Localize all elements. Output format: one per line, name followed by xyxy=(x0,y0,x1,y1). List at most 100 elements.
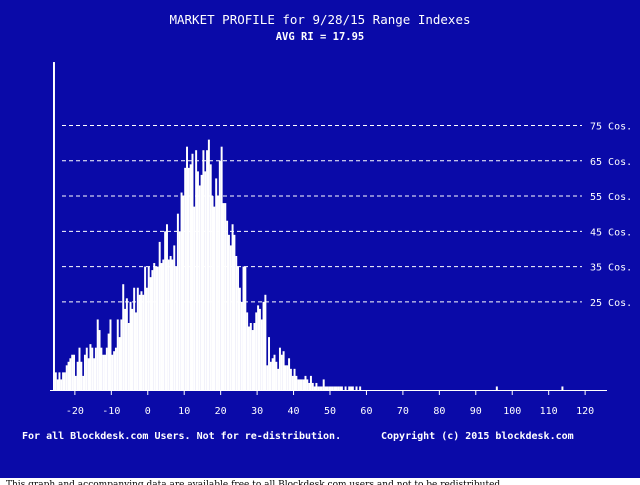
histogram-bar xyxy=(102,354,105,390)
histogram-bar xyxy=(306,379,309,390)
histogram-bar xyxy=(309,375,312,390)
histogram-bar xyxy=(184,167,187,390)
histogram-bar xyxy=(131,308,134,390)
histogram-bar xyxy=(222,203,225,390)
histogram-bar xyxy=(73,354,76,390)
histogram-bar xyxy=(58,372,61,390)
histogram-bar xyxy=(196,171,199,390)
histogram-bar xyxy=(251,330,254,390)
histogram-bar xyxy=(207,139,210,390)
histogram-bar xyxy=(286,365,289,390)
histogram-bar xyxy=(315,382,318,390)
histogram-bar xyxy=(266,365,269,390)
histogram-bar xyxy=(275,361,278,390)
histogram-bar xyxy=(175,266,178,390)
histogram-bar xyxy=(100,347,103,390)
x-axis xyxy=(50,390,607,395)
histogram-bar xyxy=(217,196,219,390)
histogram-bar xyxy=(125,298,128,390)
histogram-bar xyxy=(271,358,274,390)
x-tick-label: 90 xyxy=(470,406,482,417)
histogram-bar xyxy=(91,347,94,390)
histogram-bar xyxy=(339,386,342,390)
histogram-bar xyxy=(269,361,272,390)
histogram-bar xyxy=(93,358,96,390)
histogram-bar xyxy=(311,382,314,390)
histogram-bar xyxy=(255,312,258,390)
histogram-bar xyxy=(249,323,252,390)
histogram-bar xyxy=(264,294,267,390)
histogram-bar xyxy=(153,263,156,390)
histogram-bar xyxy=(180,192,183,390)
histogram-bar xyxy=(109,319,112,390)
histogram-bar xyxy=(348,386,351,390)
x-tick-label: 70 xyxy=(397,406,409,417)
histogram-bar xyxy=(71,354,74,390)
footer-copyright: Copyright (c) 2015 blockdesk.com xyxy=(381,431,574,442)
histogram-bar xyxy=(288,358,291,390)
histogram-bar xyxy=(74,375,77,390)
x-tick-label: 20 xyxy=(215,406,227,417)
y-tick-label: 25 Cos. xyxy=(590,298,632,309)
x-tick-label: 30 xyxy=(251,406,263,417)
footer-disclaimer: For all Blockdesk.com Users. Not for re-… xyxy=(22,431,342,442)
histogram-bar xyxy=(289,368,292,390)
histogram-bar xyxy=(149,277,152,390)
histogram-bar xyxy=(165,224,168,390)
histogram-bar xyxy=(268,337,271,390)
histogram-bar xyxy=(140,291,143,390)
histogram-bar xyxy=(162,259,165,390)
histogram-bar xyxy=(173,245,176,390)
histogram-bar xyxy=(326,386,329,390)
histogram-bar xyxy=(319,386,322,390)
histogram-bar xyxy=(105,347,108,390)
histogram-bar xyxy=(107,333,110,390)
histogram-bar xyxy=(293,368,296,390)
histogram-bar xyxy=(227,234,230,390)
histogram-bar xyxy=(116,319,119,390)
histogram-bar xyxy=(87,358,90,390)
histogram-bar xyxy=(124,308,127,390)
histogram-bar xyxy=(260,319,263,390)
histogram-bar xyxy=(206,150,209,390)
histogram-bar xyxy=(186,146,188,390)
histogram-bar xyxy=(120,319,123,390)
histogram-bar xyxy=(169,256,172,390)
histogram-bar xyxy=(213,206,216,390)
histogram-bar xyxy=(313,386,316,390)
x-tick-label: 100 xyxy=(503,406,521,417)
histogram-bar xyxy=(257,305,260,390)
histogram-bar xyxy=(247,326,250,390)
histogram-bar xyxy=(340,386,343,390)
histogram-bar xyxy=(89,344,92,390)
histogram-bar xyxy=(297,379,300,390)
histogram-bar xyxy=(351,386,354,390)
histogram-bar xyxy=(324,386,327,390)
histogram-bar xyxy=(191,153,194,390)
histogram-bar xyxy=(302,379,305,390)
histogram-bar xyxy=(295,375,298,390)
y-tick-label: 45 Cos. xyxy=(590,227,632,238)
histogram-bar xyxy=(76,361,79,390)
histogram-bar xyxy=(331,386,334,390)
histogram-bar xyxy=(262,301,265,390)
histogram-bar xyxy=(164,231,167,390)
histogram-bar xyxy=(344,386,347,390)
histogram-bar xyxy=(258,308,261,390)
histogram-bar xyxy=(187,167,190,390)
chart-title: MARKET PROFILE for 9/28/15 Range Indexes xyxy=(169,12,471,27)
histogram-bar xyxy=(98,330,101,390)
histogram-bar xyxy=(235,256,238,390)
histogram-bar xyxy=(495,386,498,390)
x-tick-label: -10 xyxy=(102,406,120,417)
bottom-caption: This graph and accompanying data are ava… xyxy=(6,480,504,485)
histogram-bar xyxy=(171,259,174,390)
histogram-bar xyxy=(238,287,241,390)
histogram-bar xyxy=(138,294,141,390)
histogram-bar xyxy=(278,347,281,390)
x-tick-label: 50 xyxy=(324,406,336,417)
histogram-bar xyxy=(359,386,362,390)
histogram-bar xyxy=(299,379,301,390)
histogram-bar xyxy=(155,266,158,390)
histogram-bar xyxy=(63,372,66,390)
